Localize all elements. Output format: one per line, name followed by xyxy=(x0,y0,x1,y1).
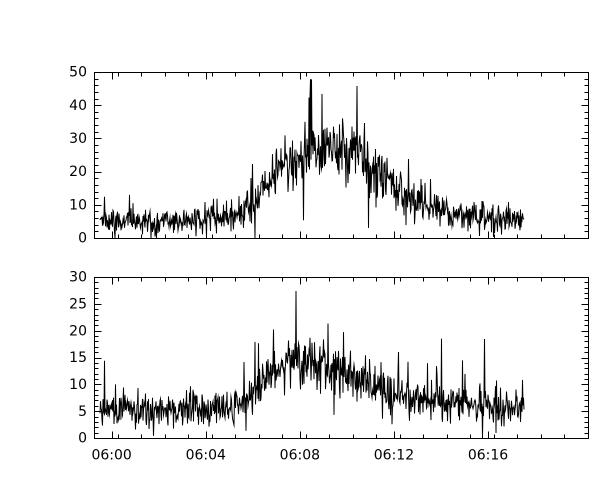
plot-page: 07110 13-FEB-93 C3.0 SF (S05W32) SXS PC2… xyxy=(0,0,600,480)
lightcurve-plot-canvas xyxy=(0,0,600,480)
